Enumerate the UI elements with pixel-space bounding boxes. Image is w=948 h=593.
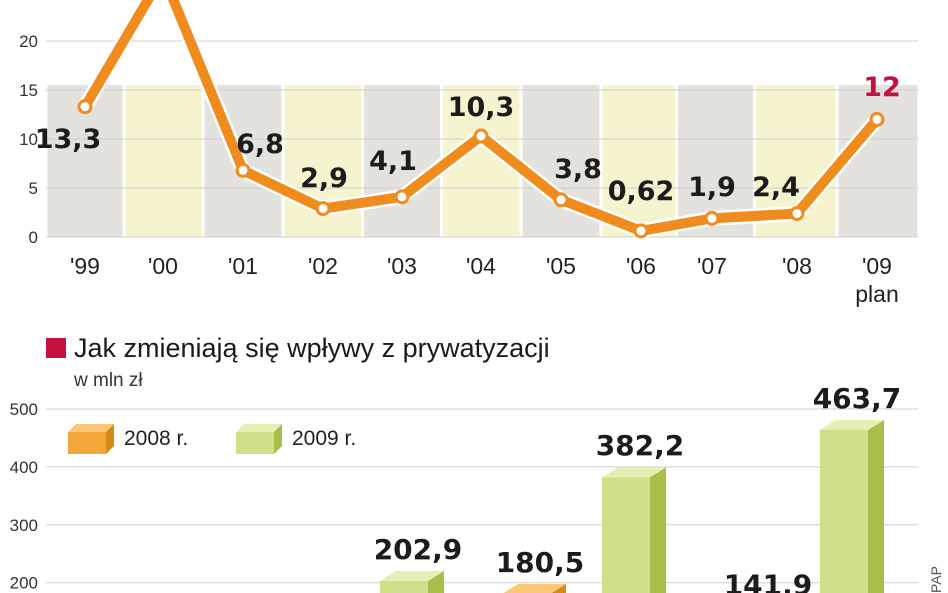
y-tick-0: 0 xyxy=(29,228,38,247)
x-tick-0: '99 xyxy=(70,253,100,279)
data-point-3 xyxy=(315,201,331,217)
data-point-10 xyxy=(869,111,885,127)
data-label-3: 2,9 xyxy=(300,163,348,194)
legend: 2008 r. 2009 r. xyxy=(68,424,356,454)
unit-label: w mln zł xyxy=(73,370,143,391)
bar-2009r-0 xyxy=(380,571,444,593)
data-label-2: 6,8 xyxy=(236,129,284,160)
bar-2008r-1 xyxy=(503,583,566,593)
bars xyxy=(380,420,884,593)
data-labels: 13,3 6,8 2,9 4,1 10,3 3,80,62 1,9 2,4 12 xyxy=(35,72,901,207)
data-label-8: 1,9 xyxy=(688,172,736,203)
bar-side xyxy=(868,420,884,593)
data-point-0 xyxy=(77,99,93,115)
y2-tick-400: 400 xyxy=(10,458,38,477)
x-tick-4: '03 xyxy=(387,253,417,279)
bar-label-0-2: 141,9 xyxy=(724,568,813,593)
legend-label-2008: 2008 r. xyxy=(124,427,188,450)
bar-chart-prywatyzacja: 500 400 300 200 2008 r. 2009 r. 180,5 141,9 2… xyxy=(10,382,918,593)
y-tick-15: 15 xyxy=(19,81,38,100)
band-10 xyxy=(838,85,918,237)
x-tick-sub-10: plan xyxy=(855,281,898,307)
bar-side xyxy=(428,571,444,593)
data-point-5 xyxy=(473,128,489,144)
bar-label-1-1: 382,2 xyxy=(596,429,685,462)
y-gridlines xyxy=(46,408,918,584)
bar-top xyxy=(380,571,444,582)
x-tick-6: '05 xyxy=(546,253,576,279)
y-tick-5: 5 xyxy=(29,179,38,198)
data-point-6 xyxy=(553,192,569,208)
bar-2009r-1 xyxy=(602,467,666,593)
x-tick-9: '08 xyxy=(782,253,812,279)
x-tick-5: '04 xyxy=(466,253,496,279)
data-label-10: 12 xyxy=(863,72,901,103)
data-label-9: 2,4 xyxy=(752,172,800,203)
bar-front xyxy=(380,581,428,593)
bar-top xyxy=(503,583,566,593)
y-tick-25: 25 xyxy=(19,0,38,2)
legend-swatch-2008 xyxy=(68,424,114,454)
y-tick-10: 10 xyxy=(19,130,38,149)
legend-label-2009: 2009 r. xyxy=(292,427,356,450)
bar-top xyxy=(820,420,884,431)
y-axis-ticks: 0 5 10 15 20 25 xyxy=(19,0,38,247)
bar-label-0-1: 180,5 xyxy=(496,546,585,579)
data-point-9 xyxy=(789,205,805,221)
band-1 xyxy=(125,85,202,237)
data-point-2 xyxy=(235,162,251,178)
data-label-6: 3,8 xyxy=(554,154,602,185)
bar-side xyxy=(551,583,566,593)
bar-top xyxy=(602,467,666,478)
bar-side xyxy=(650,467,666,593)
data-label-5: 10,3 xyxy=(448,92,515,123)
band-7 xyxy=(602,85,675,237)
data-point-4 xyxy=(394,189,410,205)
bar-front xyxy=(602,477,650,593)
bar-value-labels: 180,5 141,9 202,9 382,2 463,7 xyxy=(374,382,902,593)
source-credit: PAP xyxy=(928,566,944,593)
y-tick-20: 20 xyxy=(19,32,38,51)
x-tick-2: '01 xyxy=(228,253,258,279)
y2-tick-200: 200 xyxy=(10,574,38,593)
x-tick-7: '06 xyxy=(626,253,656,279)
data-label-7: 0,62 xyxy=(608,176,675,207)
band-4 xyxy=(364,85,440,237)
bar-2009r-2 xyxy=(820,420,884,593)
data-label-4: 4,1 xyxy=(369,146,417,177)
data-point-8 xyxy=(704,210,720,226)
y2-tick-500: 500 xyxy=(10,400,38,419)
data-label-0: 13,3 xyxy=(35,124,102,155)
chart-title: Jak zmieniają się wpływy z prywatyzacji xyxy=(74,333,550,363)
line-chart-wplywy: 0 5 10 15 20 25 13,3 6,8 2,9 4,1 10,3 3,80,62 1,9 2,… xyxy=(19,0,918,307)
line-series xyxy=(77,0,885,239)
y2-tick-300: 300 xyxy=(10,516,38,535)
x-tick-8: '07 xyxy=(697,253,727,279)
x-tick-3: '02 xyxy=(308,253,338,279)
x-tick-10: '09 xyxy=(862,253,892,279)
bar-front xyxy=(820,430,868,593)
y-axis-ticks: 500 400 300 200 xyxy=(10,400,38,593)
data-point-7 xyxy=(633,223,649,239)
x-tick-1: '00 xyxy=(148,253,178,279)
bar-label-1-2: 463,7 xyxy=(813,382,902,415)
title-bullet xyxy=(46,338,66,358)
bar-label-1-0: 202,9 xyxy=(374,533,463,566)
legend-swatch-2009 xyxy=(236,424,282,454)
